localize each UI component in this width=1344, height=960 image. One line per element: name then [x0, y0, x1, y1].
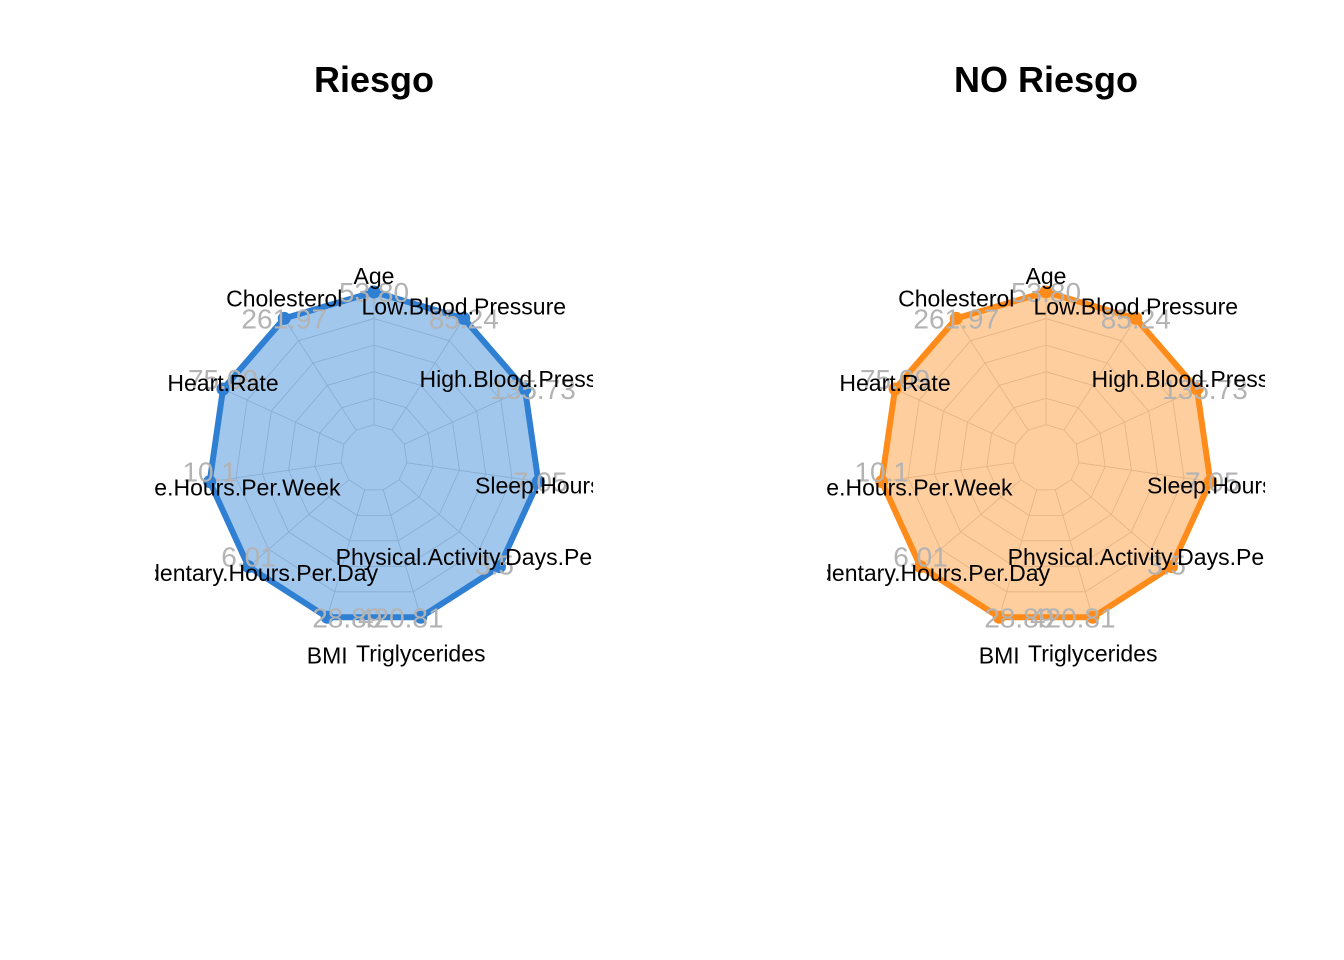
value-label-exercise-hours-per-week: 10.1	[182, 457, 237, 488]
axis-label-age: Age	[354, 263, 395, 289]
data-point-heart-rate	[216, 382, 230, 396]
axis-label-cholesterol: Cholesterol	[898, 285, 1014, 311]
series-area	[878, 289, 1214, 621]
data-point-physical-activity-days-per-week	[492, 560, 506, 574]
value-label-triglycerides: 420.81	[358, 602, 444, 633]
data-point-cholesterol	[277, 311, 291, 325]
value-label-sedentary-hours-per-day: 6.01	[221, 542, 276, 573]
axis-label-triglycerides: Triglycerides	[1028, 640, 1158, 666]
value-label-age: 53.80	[339, 277, 409, 308]
axis-label-physical-activity-days-per-week: Physical.Activity.Days.Per.Week	[1008, 544, 1336, 570]
value-label-heart-rate: 75.09	[188, 364, 258, 395]
axis-label-triglycerides: Triglycerides	[356, 640, 486, 666]
axis-label-sleep-hours: Sleep.Hours	[1147, 473, 1274, 499]
axis-label-heart-rate: Heart.Rate	[839, 370, 950, 396]
data-point-bmi	[992, 610, 1006, 624]
axis-label-heart-rate: Heart.Rate	[167, 370, 278, 396]
data-point-age	[1039, 285, 1053, 299]
axis-label-sedentary-hours-per-day: Sedentary.Hours.Per.Day	[791, 560, 1051, 586]
axis-label-bmi: BMI	[307, 642, 348, 668]
value-label-high-blood-pressure: 135.73	[490, 374, 576, 405]
value-label-bmi: 28.89	[984, 602, 1054, 633]
axis-label-cholesterol: Cholesterol	[226, 285, 342, 311]
value-label-physical-activity-days-per-week: 3.5	[1147, 550, 1186, 581]
axis-label-sleep-hours: Sleep.Hours	[475, 473, 602, 499]
data-point-age	[367, 285, 381, 299]
value-label-low-blood-pressure: 85.24	[1101, 303, 1171, 334]
axis-label-low-blood-pressure: Low.Blood.Pressure	[1033, 293, 1238, 319]
data-point-bmi	[320, 610, 334, 624]
data-point-heart-rate	[888, 382, 902, 396]
axis-label-low-blood-pressure: Low.Blood.Pressure	[361, 293, 566, 319]
value-label-physical-activity-days-per-week: 3.5	[475, 550, 514, 581]
axis-label-exercise-hours-per-week: Exercise.Hours.Per.Week	[79, 475, 341, 501]
axis-label-bmi: BMI	[979, 642, 1020, 668]
axis-label-physical-activity-days-per-week: Physical.Activity.Days.Per.Week	[336, 544, 664, 570]
data-point-exercise-hours-per-week	[875, 475, 889, 489]
data-point-physical-activity-days-per-week	[1164, 560, 1178, 574]
axis-label-exercise-hours-per-week: Exercise.Hours.Per.Week	[751, 475, 1013, 501]
data-point-low-blood-pressure	[457, 311, 471, 325]
value-label-bmi: 28.89	[312, 602, 382, 633]
chart-title: NO Riesgo	[954, 59, 1138, 100]
axis-label-high-blood-pressure: High.Blood.Pressure	[1092, 366, 1303, 392]
series-area	[206, 289, 542, 621]
axis-label-age: Age	[1026, 263, 1067, 289]
data-point-sedentary-hours-per-day	[914, 560, 928, 574]
data-point-low-blood-pressure	[1129, 311, 1143, 325]
data-point-exercise-hours-per-week	[203, 475, 217, 489]
data-point-sleep-hours	[1203, 475, 1217, 489]
chart-title: Riesgo	[314, 59, 434, 100]
value-label-high-blood-pressure: 135.73	[1162, 374, 1248, 405]
data-point-triglycerides	[414, 610, 428, 624]
data-point-high-blood-pressure	[518, 382, 532, 396]
value-label-cholesterol: 261.97	[241, 303, 327, 334]
data-point-sedentary-hours-per-day	[242, 560, 256, 574]
axis-label-high-blood-pressure: High.Blood.Pressure	[420, 366, 631, 392]
data-point-triglycerides	[1086, 610, 1100, 624]
axis-label-sedentary-hours-per-day: Sedentary.Hours.Per.Day	[119, 560, 379, 586]
value-label-sleep-hours: 7.05	[513, 467, 568, 498]
value-label-triglycerides: 420.81	[1030, 602, 1116, 633]
data-point-sleep-hours	[531, 475, 545, 489]
data-point-high-blood-pressure	[1190, 382, 1204, 396]
value-label-cholesterol: 261.97	[913, 303, 999, 334]
data-point-cholesterol	[949, 311, 963, 325]
value-label-heart-rate: 75.09	[860, 364, 930, 395]
value-label-sleep-hours: 7.05	[1185, 467, 1240, 498]
value-label-age: 53.80	[1011, 277, 1081, 308]
value-label-exercise-hours-per-week: 10.1	[854, 457, 909, 488]
value-label-sedentary-hours-per-day: 6.01	[893, 542, 948, 573]
value-label-low-blood-pressure: 85.24	[429, 303, 499, 334]
